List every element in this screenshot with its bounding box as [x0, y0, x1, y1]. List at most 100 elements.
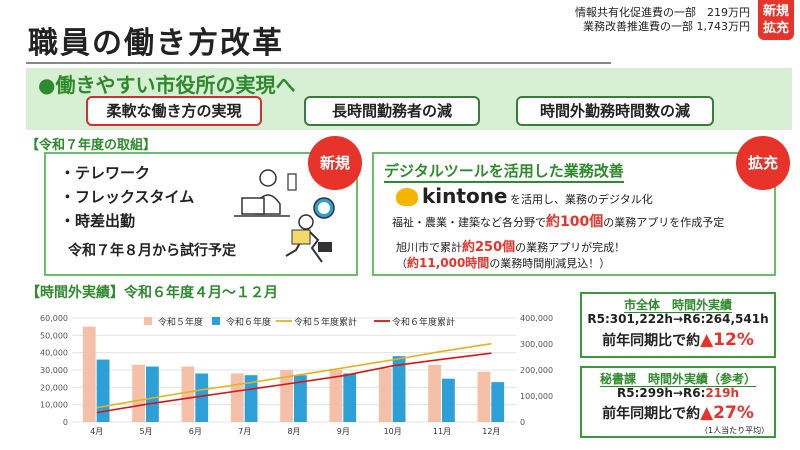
item-flextime: ・フレックスタイム — [60, 188, 195, 206]
bar-r6 — [195, 373, 209, 422]
x-tick-label: 7月 — [238, 427, 251, 436]
city-stats-box — [580, 292, 776, 358]
digital-line-3-pre: 旭川市で累計 — [396, 241, 462, 254]
y-left-tick-label: 0 — [63, 418, 68, 427]
digital-line-2-em: 約100個 — [546, 214, 604, 230]
legend-label: 令和６年度 — [226, 316, 271, 328]
digital-tools-box — [372, 152, 776, 276]
secretary-stats-box — [580, 366, 776, 438]
x-tick-label: 6月 — [189, 427, 202, 436]
city-stats-compare: 前年同期比で約▲12% — [580, 330, 776, 350]
expand-circle-badge: 拡充 — [736, 136, 790, 190]
secretary-stats-title-text: 秘書課 時間外実績（参考） — [599, 372, 756, 387]
bar-r5 — [428, 364, 441, 422]
overtime-chart: 0 10,000 20,000 30,000 40,000 50,000 60,000 0 10… — [40, 314, 553, 436]
digital-line-4-pre: （ — [396, 257, 407, 270]
x-tick-label: 5月 — [139, 427, 152, 436]
x-tick-label: 9月 — [337, 427, 350, 436]
line-r6-cumulative — [96, 352, 492, 414]
item-staggered: ・時差出勤 — [60, 212, 136, 230]
digital-line-4-em: 約11,000時間 — [407, 256, 490, 270]
digital-line-1: を活用し、業務のデジタル化 — [510, 193, 653, 206]
kintone-logo-text: kintone — [422, 184, 508, 208]
secretary-compare-em: ▲27% — [700, 403, 754, 423]
y-right-tick-label: 0 — [520, 418, 525, 427]
legend-label: 令和６年度累計 — [392, 316, 455, 328]
budget-line-2: 業務改善推進費の一部 1,743万円 — [583, 20, 750, 33]
city-stats-title: 市全体 時間外実績 — [580, 296, 776, 313]
secretary-line-em: 219h — [705, 386, 740, 400]
city-stats-title-text: 市全体 時間外実績 — [623, 298, 732, 313]
budget-line-1: 情報共有化促進費の一部 219万円 — [575, 6, 750, 19]
y-right-tick-label: 100,000 — [520, 392, 553, 401]
digital-tools-title: デジタルツールを活用した業務改善 — [384, 160, 624, 183]
secretary-stats-line: R5:299h→R6:219h — [580, 386, 776, 400]
x-tick-label: 11月 — [433, 427, 451, 436]
digital-line-2: 福祉・農業・建築など各分野で約100個の業務アプリを作成予定 — [392, 211, 724, 231]
bar-r6 — [244, 375, 258, 422]
secretary-compare-pre: 前年同期比で約 — [602, 406, 701, 422]
telework-illustration — [234, 169, 335, 263]
page-title: 職員の働き方改革 — [28, 26, 284, 61]
bar-r5 — [82, 326, 96, 422]
x-tick-label: 8月 — [287, 427, 300, 436]
bar-r6 — [146, 366, 159, 422]
secretary-line-pre: R5:299h→R6: — [616, 386, 706, 400]
per-person-note: （1人当たり平均） — [700, 426, 770, 435]
y-right-tick-label: 300,000 — [520, 340, 553, 349]
digital-line-2-pre: 福祉・農業・建築など各分野で — [392, 216, 546, 229]
bar-r6 — [343, 373, 357, 422]
legend-label: 令和５年度 — [158, 316, 203, 328]
bar-r6 — [442, 378, 455, 422]
bar-r6 — [392, 356, 406, 422]
legend-swatch — [144, 317, 152, 325]
y-right-tick-label: 200,000 — [520, 366, 553, 375]
digital-line-4-post: の業務時間削減見込！） — [489, 257, 611, 270]
bar-r5 — [378, 368, 392, 422]
legend-swatch — [212, 317, 220, 325]
goal-pill-flexible: 柔軟な働き方の実現 — [86, 96, 262, 126]
trial-start-text: 令和７年８月から試行予定 — [68, 243, 236, 259]
initiatives-box — [44, 152, 358, 276]
x-tick-label: 12月 — [482, 427, 500, 436]
badge-new-text: 新規 — [762, 4, 789, 19]
bar-r5 — [132, 364, 145, 422]
goal-pill-overtime: 時間外勤務時間数の減 — [516, 96, 714, 126]
bar-r5 — [230, 373, 244, 422]
overtime-label: 【時間外実績】令和６年度４月～１２月 — [26, 285, 278, 301]
new-expanded-badge: 新規 拡充 — [758, 0, 794, 40]
y-left-tick-label: 10,000 — [40, 401, 68, 410]
goal-pill-long-hours: 長時間勤務者の減 — [304, 96, 480, 126]
digital-line-2-post: の業務アプリを作成予定 — [603, 216, 725, 229]
goal-title: ●働きやすい市役所の実現へ — [38, 73, 296, 97]
bar-r5 — [329, 370, 343, 422]
badge-expand-text: 拡充 — [762, 21, 789, 36]
bar-r5 — [477, 371, 491, 422]
digital-line-3-post: の業務アプリが完成！ — [515, 241, 626, 254]
secretary-stats-title: 秘書課 時間外実績（参考） — [580, 370, 776, 387]
digital-line-3-em: 約250個 — [462, 240, 516, 255]
city-compare-pre: 前年同期比で約 — [602, 333, 701, 349]
initiatives-label: 【令和７年度の取組】 — [26, 138, 157, 153]
y-right-tick-label: 400,000 — [520, 314, 553, 323]
city-compare-em: ▲12% — [700, 330, 754, 350]
y-left-tick-label: 50,000 — [40, 331, 68, 340]
line-r5-cumulative — [96, 342, 492, 409]
digital-line-4: （約11,000時間の業務時間削減見込！） — [396, 254, 610, 271]
x-tick-label: 4月 — [90, 427, 103, 436]
y-left-tick-label: 30,000 — [40, 366, 68, 375]
new-circle-badge: 新規 — [308, 136, 362, 190]
secretary-stats-compare: 前年同期比で約▲27% — [580, 403, 776, 423]
bar-r6 — [491, 382, 505, 422]
y-left-tick-label: 60,000 — [40, 314, 68, 323]
city-stats-line: R5:301,222h→R6:264,541h — [587, 312, 769, 326]
kintone-logo-icon — [396, 188, 418, 206]
x-tick-label: 10月 — [384, 427, 402, 436]
bar-r6 — [294, 375, 307, 422]
y-left-tick-label: 40,000 — [40, 349, 68, 358]
title-divider — [26, 62, 611, 64]
y-left-tick-label: 20,000 — [40, 383, 68, 392]
item-telework: ・テレワーク — [60, 164, 151, 182]
budget-info: 情報共有化促進費の一部 219万円 業務改善推進費の一部 1,743万円 — [575, 6, 750, 34]
bar-r5 — [181, 366, 195, 422]
